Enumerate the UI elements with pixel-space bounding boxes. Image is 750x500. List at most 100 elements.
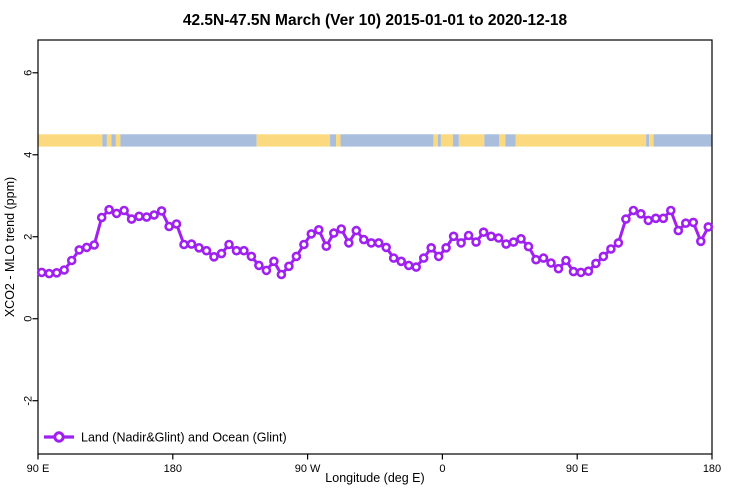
- data-point-marker: [456, 238, 466, 248]
- data-point-marker: [388, 253, 399, 263]
- data-point-marker: [291, 251, 302, 262]
- data-point-marker: [164, 221, 174, 232]
- data-point-marker: [194, 243, 204, 253]
- data-point-marker: [209, 251, 219, 262]
- data-point-marker: [44, 268, 55, 279]
- data-point-marker: [396, 256, 407, 267]
- band-segment-ocean: [111, 134, 116, 147]
- y-tick-label: 0: [23, 316, 35, 322]
- data-point-marker: [261, 265, 272, 276]
- band-segment-ocean: [484, 134, 500, 147]
- data-point-marker: [643, 215, 654, 226]
- data-point-marker: [224, 239, 234, 250]
- data-point-marker: [96, 212, 107, 223]
- band-segment-ocean: [102, 134, 107, 147]
- data-point-marker: [583, 266, 594, 277]
- data-point-marker: [703, 222, 714, 232]
- band-segment-land: [433, 134, 438, 147]
- band-segment-land: [515, 134, 647, 147]
- data-point-marker: [239, 245, 249, 256]
- data-point-marker: [119, 205, 129, 216]
- data-point-marker: [493, 233, 504, 243]
- data-point-marker: [598, 251, 609, 262]
- band-segment-land: [458, 134, 485, 147]
- y-tick-label: 2: [23, 234, 35, 240]
- data-point-marker: [486, 231, 496, 242]
- data-point-marker: [553, 263, 564, 274]
- data-point-marker: [59, 265, 69, 275]
- y-tick-label: -2: [23, 396, 35, 406]
- data-point-marker: [441, 243, 451, 253]
- data-point-marker: [531, 254, 541, 265]
- data-point-marker: [538, 253, 549, 263]
- x-tick-label: 0: [439, 463, 445, 475]
- band-segment-land: [499, 134, 506, 147]
- y-axis: 6 4 2 0 -2: [23, 70, 38, 406]
- band-segment-ocean: [505, 134, 516, 147]
- data-series-land-ocean: [36, 204, 714, 280]
- data-point-marker: [403, 260, 414, 271]
- data-point-marker: [591, 258, 601, 269]
- band-segment-ocean: [452, 134, 459, 147]
- band-segment-ocean: [437, 134, 441, 147]
- band-segment-ocean: [653, 134, 712, 147]
- data-point-marker: [299, 239, 309, 250]
- y-axis-title: XCO2 - MLO trend (ppm): [3, 177, 17, 317]
- data-point-marker: [156, 206, 167, 216]
- x-tick-label: 90 W: [295, 463, 321, 475]
- x-tick-label: 180: [164, 463, 182, 475]
- data-point-marker: [179, 239, 189, 250]
- data-point-marker: [628, 205, 639, 216]
- band-segment-land: [115, 134, 121, 147]
- data-point-marker: [66, 255, 77, 266]
- data-point-marker: [336, 224, 347, 234]
- data-point-marker: [276, 269, 287, 280]
- data-point-marker: [373, 238, 384, 248]
- data-point-marker: [126, 214, 137, 224]
- chart-title: 42.5N-47.5N March (Ver 10) 2015-01-01 to…: [183, 12, 568, 29]
- data-point-marker: [516, 234, 526, 244]
- data-point-marker: [576, 267, 586, 278]
- data-point-marker: [134, 211, 144, 222]
- legend-label: Land (Nadir&Glint) and Ocean (Glint): [81, 431, 287, 445]
- x-axis: 90 E 180 90 W 0 90 E 180: [27, 454, 721, 475]
- data-point-marker: [141, 212, 152, 222]
- data-point-marker: [695, 236, 706, 247]
- data-point-marker: [149, 210, 159, 220]
- band-segment-land: [256, 134, 331, 147]
- band-segment-land: [440, 134, 453, 147]
- data-point-marker: [186, 239, 197, 249]
- data-point-marker: [448, 231, 459, 242]
- band-segment-ocean: [646, 134, 650, 147]
- data-point-marker: [561, 255, 571, 266]
- band-segment-land: [38, 134, 103, 147]
- data-point-marker: [89, 240, 99, 250]
- data-point-marker: [111, 208, 122, 219]
- band-segment-ocean: [330, 134, 337, 147]
- y-tick-label: 6: [23, 70, 35, 76]
- data-point-marker: [636, 209, 646, 219]
- band-segment-ocean: [120, 134, 257, 147]
- band-segment-land: [336, 134, 341, 147]
- data-point-marker: [613, 238, 624, 248]
- data-point-marker: [658, 213, 669, 224]
- data-point-marker: [306, 229, 317, 239]
- data-point-marker: [246, 251, 257, 262]
- data-point-marker: [231, 245, 242, 256]
- data-point-marker: [74, 245, 84, 255]
- data-point-marker: [433, 251, 444, 262]
- data-point-marker: [381, 242, 392, 253]
- data-point-marker: [523, 241, 534, 252]
- data-point-marker: [321, 241, 332, 251]
- data-point-marker: [606, 244, 616, 254]
- data-point-marker: [328, 228, 339, 238]
- data-point-marker: [418, 253, 429, 263]
- legend: Land (Nadir&Glint) and Ocean (Glint): [44, 431, 287, 445]
- data-point-marker: [546, 258, 556, 268]
- data-point-marker: [673, 225, 684, 236]
- data-point-marker: [478, 227, 489, 237]
- data-point-marker: [343, 238, 354, 248]
- data-point-marker: [51, 267, 62, 278]
- data-point-marker: [104, 204, 114, 215]
